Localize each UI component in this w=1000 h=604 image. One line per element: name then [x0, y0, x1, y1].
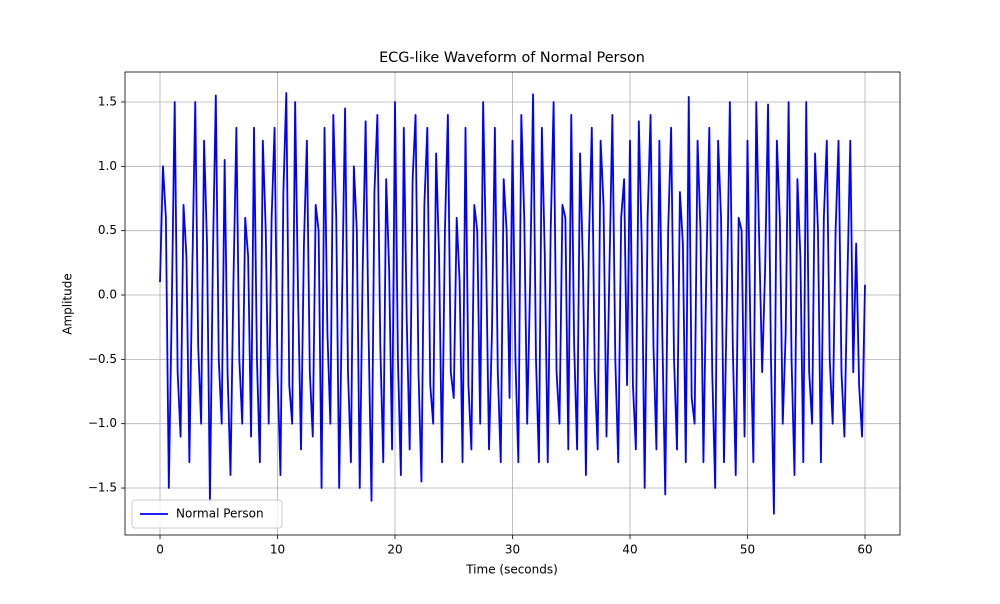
x-tick-label: 50: [740, 543, 755, 557]
y-tick-label: −1.0: [88, 416, 117, 430]
y-tick-label: 1.5: [98, 94, 117, 108]
x-tick-label: 30: [505, 543, 520, 557]
y-tick-label: 0.5: [98, 223, 117, 237]
y-tick-label: −1.5: [88, 481, 117, 495]
x-tick-label: 20: [387, 543, 402, 557]
y-tick-label: 1.0: [98, 159, 117, 173]
y-tick-label: 0.0: [98, 288, 117, 302]
x-axis-label: Time (seconds): [465, 563, 558, 577]
plot-frame: [124, 71, 901, 536]
x-tick-label: 10: [270, 543, 285, 557]
y-axis-label: Amplitude: [61, 273, 75, 335]
legend-box: [131, 499, 283, 529]
x-tick-label: 40: [622, 543, 637, 557]
chart-title: ECG-like Waveform of Normal Person: [379, 50, 645, 66]
y-tick-label: −0.5: [88, 352, 117, 366]
legend-label: Normal Person: [176, 507, 264, 521]
series-line: [159, 92, 866, 515]
x-tick-label: 60: [857, 543, 872, 557]
x-tick-label: 0: [156, 543, 164, 557]
